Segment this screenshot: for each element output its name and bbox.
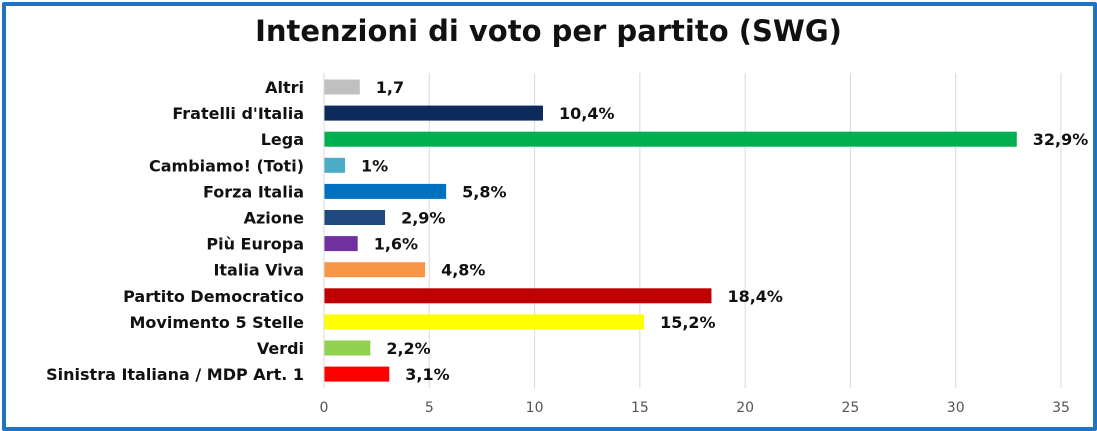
data-label: 1,7 — [376, 78, 404, 97]
bar — [324, 105, 543, 121]
bar — [324, 210, 386, 225]
x-tick-label: 25 — [842, 400, 860, 416]
category-label: Altri — [265, 78, 304, 97]
x-tick-label: 20 — [736, 400, 754, 416]
category-label: Verdi — [257, 339, 304, 358]
x-tick-label: 35 — [1052, 400, 1070, 416]
x-tick-label: 0 — [320, 400, 329, 416]
bar — [324, 366, 390, 382]
category-label: Lega — [261, 130, 304, 149]
category-label: Fratelli d'Italia — [172, 104, 304, 123]
bar — [324, 79, 360, 95]
x-tick-label: 15 — [631, 400, 649, 416]
data-label: 15,2% — [660, 313, 716, 332]
data-label: 2,2% — [386, 339, 430, 358]
category-label: Cambiamo! (Toti) — [149, 156, 304, 175]
data-label: 1,6% — [374, 235, 418, 254]
bar — [324, 262, 426, 278]
category-label: Sinistra Italiana / MDP Art. 1 — [46, 365, 304, 384]
category-label: Italia Viva — [213, 261, 304, 280]
category-label: Partito Democratico — [123, 287, 304, 306]
bar — [324, 288, 712, 304]
chart-title: Intenzioni di voto per partito (SWG) — [255, 14, 842, 48]
bar — [324, 131, 1017, 147]
data-label: 3,1% — [405, 365, 449, 384]
bar — [324, 340, 371, 356]
x-tick-label: 5 — [425, 400, 434, 416]
data-label: 2,9% — [401, 209, 445, 228]
bar — [324, 236, 358, 252]
bar — [324, 157, 346, 173]
data-label: 5,8% — [462, 182, 506, 201]
data-label: 4,8% — [441, 261, 485, 280]
x-tick-label: 10 — [526, 400, 544, 416]
category-label: Azione — [244, 209, 305, 228]
data-label: 1% — [361, 156, 388, 175]
bar — [324, 314, 645, 330]
x-tick-label: 30 — [947, 400, 965, 416]
category-label: Forza Italia — [203, 182, 304, 201]
category-label: Movimento 5 Stelle — [130, 313, 305, 332]
bar — [324, 183, 447, 199]
data-label: 32,9% — [1033, 130, 1089, 149]
category-label: Più Europa — [206, 235, 304, 254]
data-label: 18,4% — [727, 287, 783, 306]
data-label: 10,4% — [559, 104, 615, 123]
